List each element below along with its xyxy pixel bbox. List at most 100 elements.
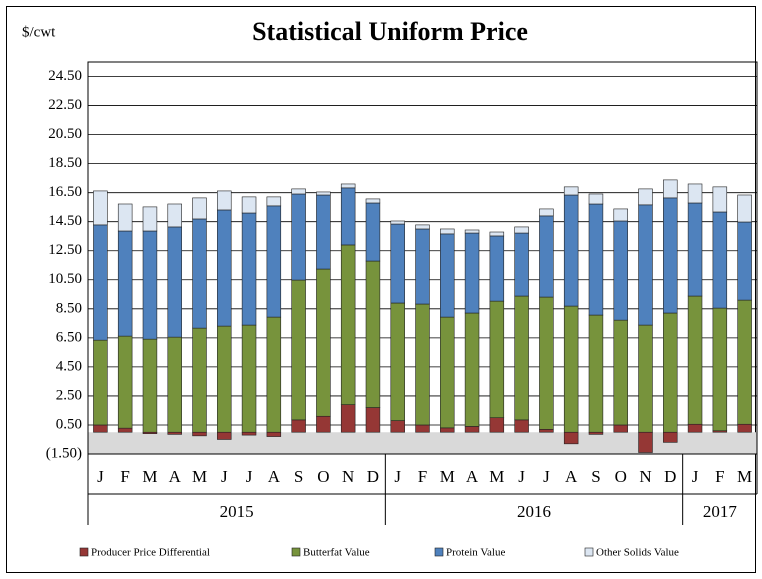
y-tick-label: 4.50 (56, 358, 82, 374)
bar-segment (563, 194, 579, 307)
bar-segment (613, 208, 628, 222)
bar-segment (687, 202, 703, 297)
bar-segment (365, 202, 381, 262)
y-tick-label: 20.50 (48, 126, 82, 142)
bar-segment (563, 186, 579, 196)
bar-segment (687, 423, 703, 433)
bar-segment (266, 316, 282, 433)
bar-segment (539, 429, 554, 433)
bar-segment (217, 209, 232, 327)
bar-segment (167, 203, 182, 228)
bar-segment (241, 324, 257, 433)
bar-segment (737, 423, 752, 433)
bar-segment (266, 431, 282, 437)
bar-segment (217, 325, 232, 433)
bar-segment (737, 299, 752, 425)
x-tick-label: J (518, 467, 525, 486)
bar-segment (415, 224, 430, 230)
x-group-label: 2016 (517, 502, 551, 521)
bar-segment (737, 221, 752, 301)
x-tick-label: M (142, 467, 157, 486)
bar-segment (167, 431, 182, 435)
bar-segment (415, 228, 430, 305)
x-tick-label: J (692, 467, 699, 486)
bar-segment (142, 230, 158, 340)
bar-segment (489, 235, 505, 302)
bar-segment (291, 188, 306, 195)
y-tick-label: 18.50 (48, 155, 82, 171)
bar-segment (365, 407, 381, 433)
bar-segment (390, 220, 405, 225)
legend-swatch (584, 547, 594, 557)
chart-title: Statistical Uniform Price (252, 17, 528, 46)
bar-segment (687, 183, 703, 204)
bar-segment (539, 215, 554, 298)
bar-segment (563, 431, 579, 445)
y-tick-label: 2.50 (56, 387, 82, 403)
y-tick-label: 8.50 (56, 300, 82, 316)
x-tick-label: J (394, 467, 401, 486)
bar-segment (142, 206, 158, 232)
bar-segment (291, 419, 306, 433)
bar-segment (514, 232, 529, 297)
bar-segment (365, 198, 381, 204)
x-tick-label: F (120, 467, 129, 486)
bar-segment (415, 303, 430, 426)
bar-segment (93, 190, 108, 226)
x-tick-label: F (418, 467, 427, 486)
x-tick-label: A (268, 467, 281, 486)
legend-label: Producer Price Differential (91, 547, 210, 559)
bar-segment (241, 196, 257, 214)
y-tick-label: 6.50 (56, 329, 82, 345)
legend-swatch (79, 547, 89, 557)
bar-segment (192, 431, 207, 437)
bar-segment (192, 197, 207, 220)
legend-label: Other Solids Value (596, 547, 679, 559)
bar-segment (217, 431, 232, 440)
x-tick-label: N (639, 467, 651, 486)
x-group-label: 2015 (220, 502, 254, 521)
bar-segment (340, 187, 356, 246)
x-tick-label: O (317, 467, 329, 486)
bar-segment (712, 186, 728, 213)
bar-segment (440, 228, 455, 235)
bar-segment (117, 335, 133, 429)
bar-segment (440, 316, 455, 429)
bar-segment (365, 260, 381, 408)
bar-segment (489, 417, 505, 433)
bar-segment (613, 220, 628, 321)
bar-segment (390, 302, 405, 421)
bar-segment (638, 431, 653, 453)
x-group-label: 2017 (703, 502, 738, 521)
bar-segment (613, 424, 628, 433)
bar-segment (489, 300, 505, 419)
legend-swatch (291, 547, 301, 557)
bar-segment (464, 426, 480, 433)
bar-segment (415, 424, 430, 433)
x-tick-label: F (715, 467, 724, 486)
y-tick-label: 14.50 (48, 213, 82, 229)
bar-segment (440, 427, 455, 433)
legend-swatch (434, 547, 444, 557)
x-tick-label: S (294, 467, 303, 486)
bar-segment (514, 226, 529, 234)
bar-segment (712, 307, 728, 432)
bar-segment (638, 324, 653, 433)
x-tick-label: D (367, 467, 379, 486)
x-tick-label: J (221, 467, 228, 486)
x-tick-label: M (489, 467, 504, 486)
bar-segment (464, 232, 480, 314)
bar-segment (192, 218, 207, 329)
bar-segment (93, 424, 108, 433)
bar-segment (117, 203, 133, 232)
legend-label: Butterfat Value (303, 547, 370, 559)
bar-segment (340, 244, 356, 405)
x-tick-label: N (342, 467, 354, 486)
bar-segment (638, 188, 653, 206)
bar-segment (464, 312, 480, 427)
x-tick-label: D (664, 467, 676, 486)
bar-segment (539, 296, 554, 430)
y-tick-label: 24.50 (48, 68, 82, 84)
x-tick-label: M (192, 467, 207, 486)
bar-segment (588, 193, 604, 205)
